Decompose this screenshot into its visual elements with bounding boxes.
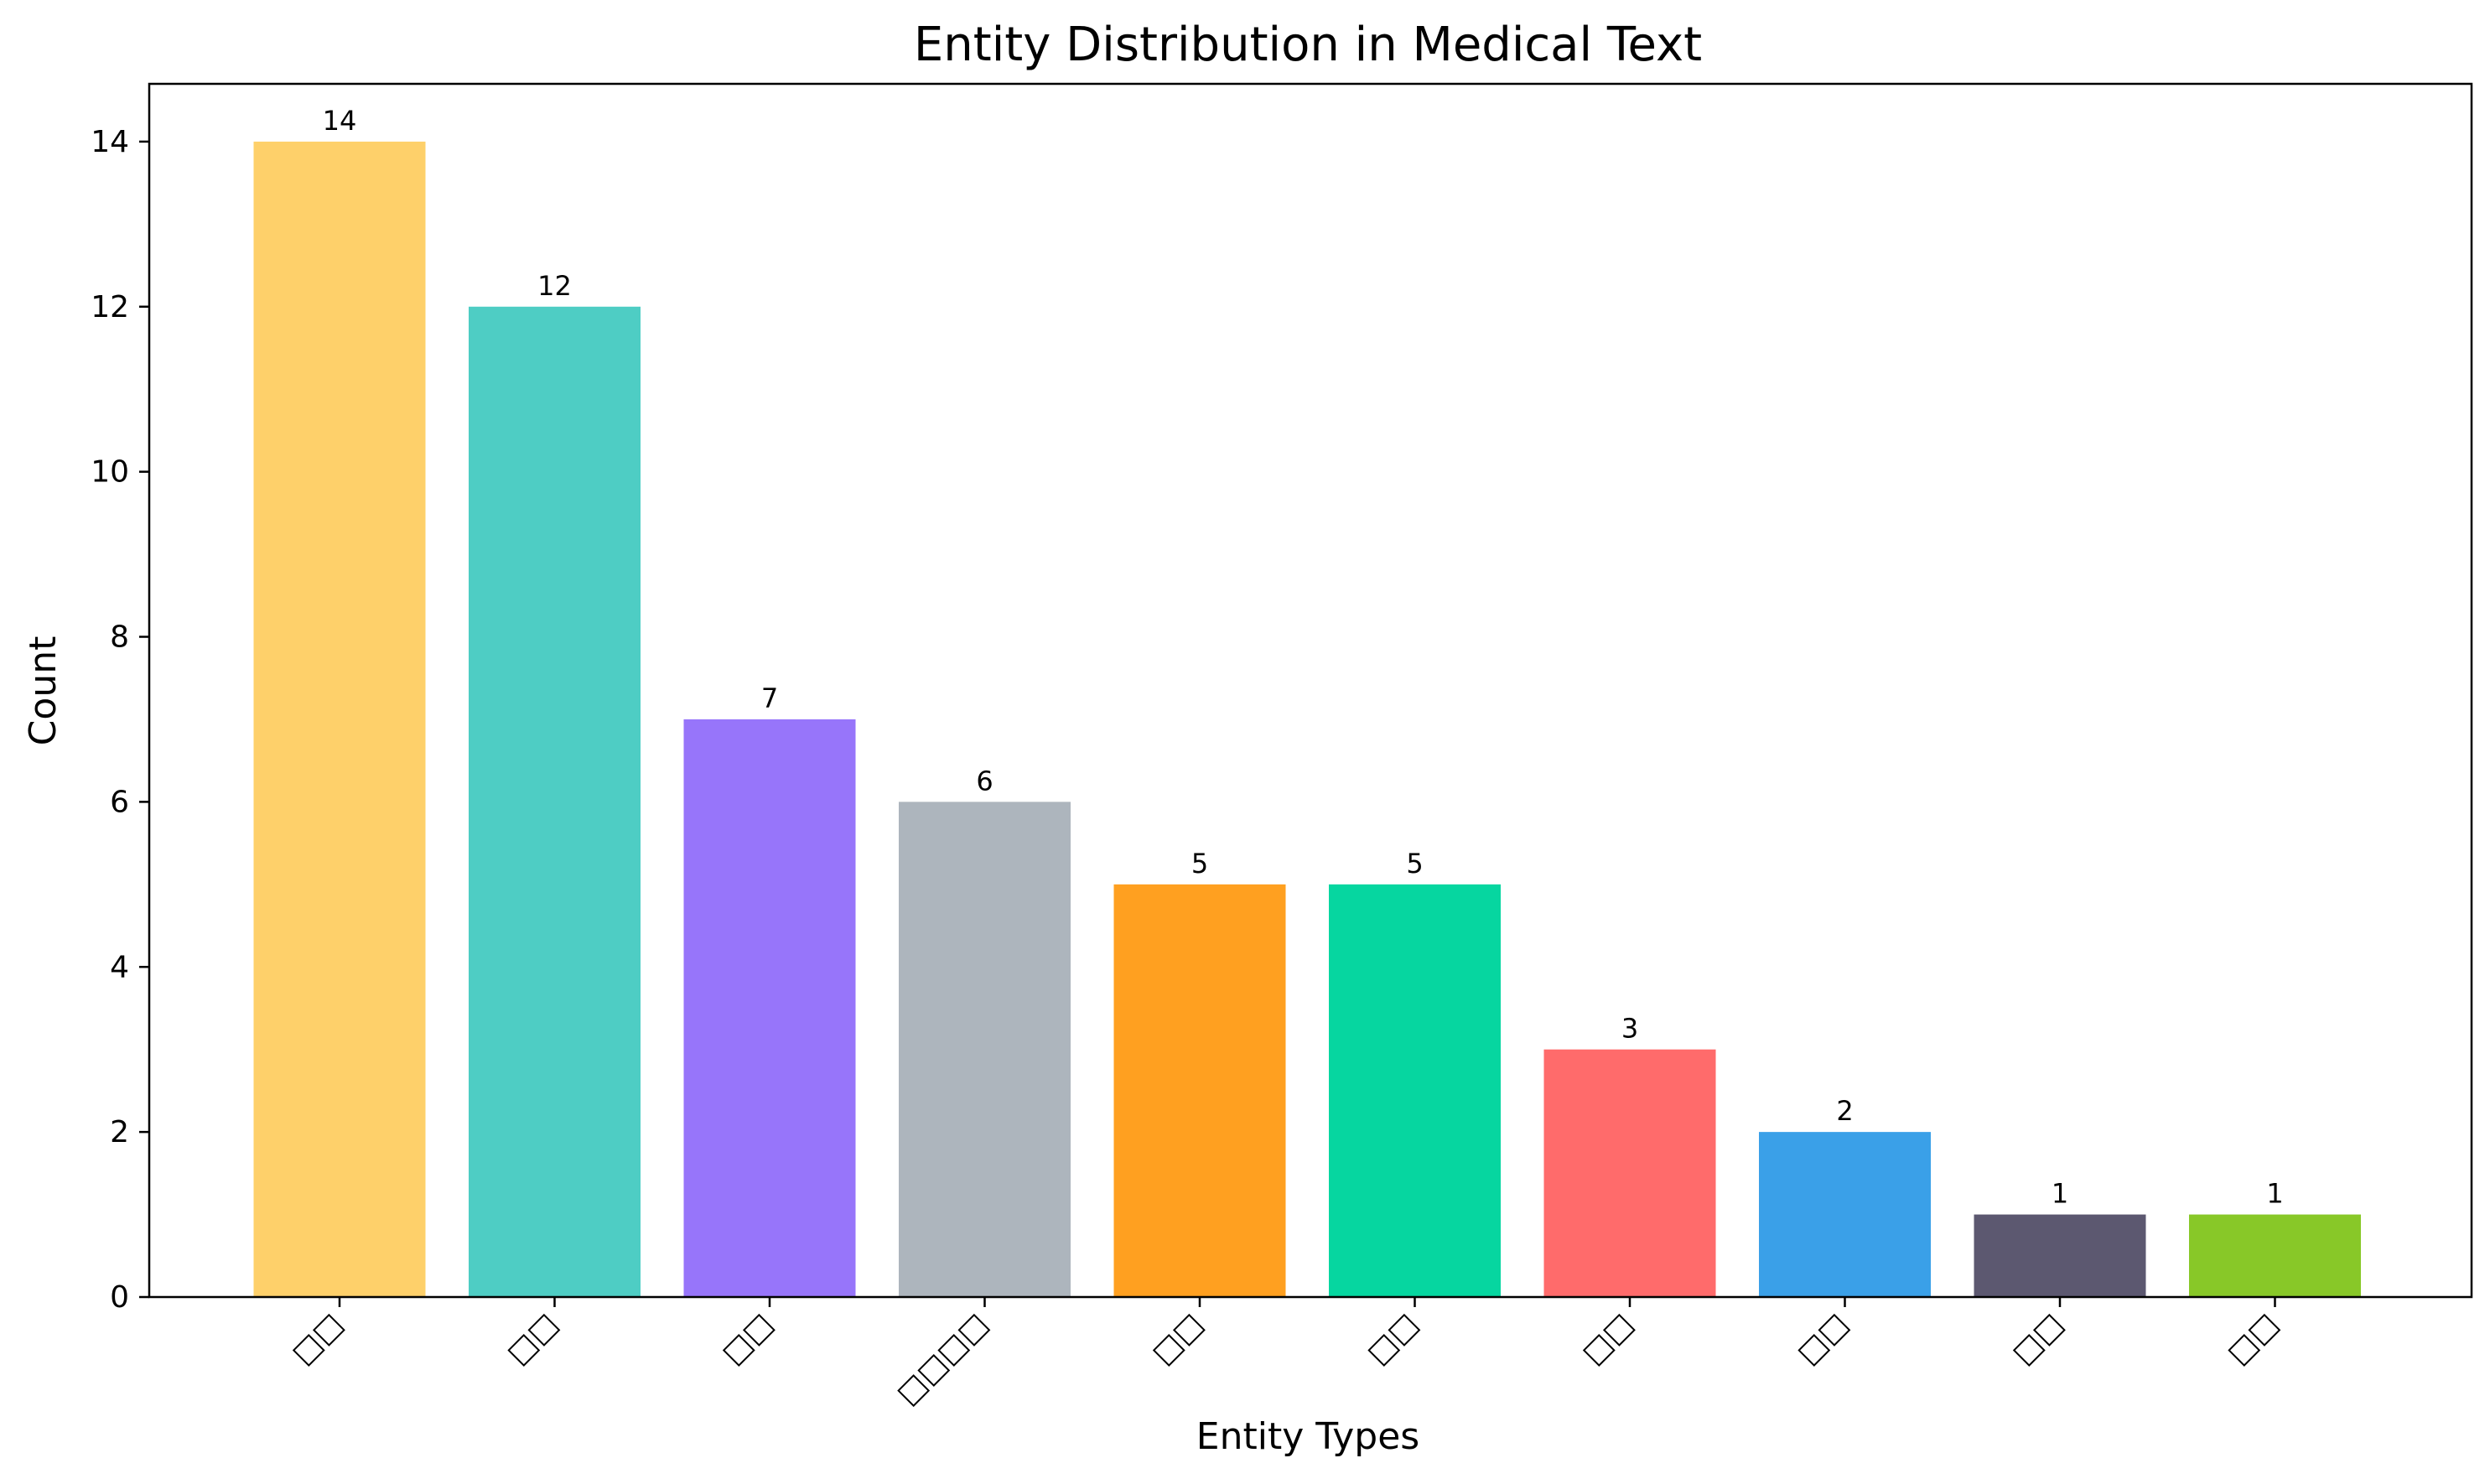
bar-value-label: 1 [2266,1178,2283,1210]
bar [899,802,1071,1297]
x-tick-label: □□ [1361,1306,1425,1371]
x-tick-label: □□□□ [890,1306,995,1411]
bar [1329,884,1501,1297]
y-tick-label: 10 [91,455,129,490]
bar [1974,1214,2146,1297]
bar-value-label: 7 [761,682,778,714]
y-tick-label: 0 [110,1280,129,1315]
bar-value-label: 5 [1191,848,1208,880]
bar-value-label: 1 [2052,1178,2068,1210]
y-tick-label: 4 [110,950,129,984]
y-tick-label: 6 [110,785,129,819]
bar [469,306,641,1297]
y-tick-label: 8 [110,620,129,655]
x-tick-label: □□ [715,1306,780,1371]
bar [1759,1132,1931,1297]
bar-value-label: 5 [1406,848,1423,880]
bar [683,719,856,1297]
bar-value-label: 6 [976,765,993,796]
bar-value-label: 12 [537,270,572,302]
x-axis-label: Entity Types [1196,1415,1419,1458]
y-axis-label: Count [22,636,65,746]
x-tick-label: □□ [2221,1306,2285,1371]
bar-value-label: 2 [1836,1095,1853,1127]
bar-value-label: 3 [1621,1013,1638,1045]
bar [2189,1214,2361,1297]
x-tick-label: □□ [2005,1306,2070,1371]
plot-area: 14 □□ 12 □□ 7 □□ 6 □□□□ 5 □□ 5 □□ 3 □□ 2 □□ 1 □□ 1 □□ 0 2 4 6 8 1… [91,105,2361,1412]
bar [1113,884,1286,1297]
axes-frame [148,82,2473,1299]
bar [253,141,426,1297]
x-tick-label: □□ [285,1306,350,1371]
bar-value-label: 14 [323,105,357,137]
y-tick-label: 14 [91,125,129,159]
y-tick-label: 2 [110,1115,129,1149]
chart-title: Entity Distribution in Medical Text [914,18,1702,72]
x-tick-label: □□ [1791,1306,1855,1371]
x-tick-label: □□ [1575,1306,1640,1371]
x-tick-label: □□ [1145,1306,1210,1371]
bar [1543,1049,1716,1297]
x-tick-label: □□ [501,1306,565,1371]
y-tick-label: 12 [91,290,129,324]
